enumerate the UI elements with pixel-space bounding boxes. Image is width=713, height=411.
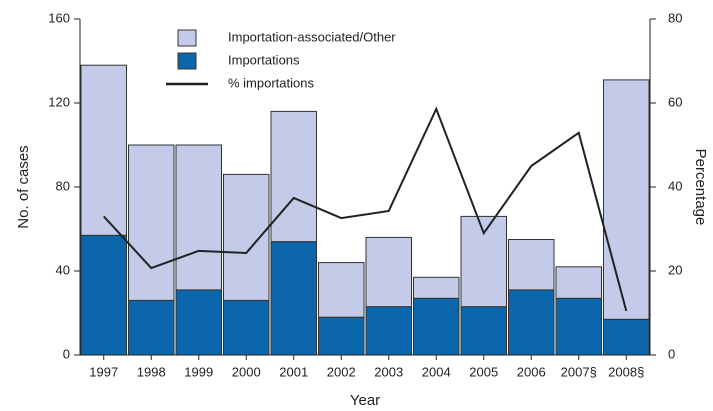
line xyxy=(103,106,628,312)
x-tick-label: 2000 xyxy=(232,364,261,379)
bar xyxy=(318,262,365,318)
bar xyxy=(365,236,412,308)
bar xyxy=(460,306,507,356)
bar xyxy=(603,318,650,356)
bar xyxy=(365,306,412,356)
bar xyxy=(80,234,127,356)
x-tick-label: 2001 xyxy=(279,364,308,379)
x-tick-label: 2007§ xyxy=(561,364,597,379)
legend-swatch xyxy=(177,52,197,70)
y2-tick-label: 60 xyxy=(668,94,682,109)
x-tick-label: 2005 xyxy=(469,364,498,379)
bar xyxy=(413,276,460,299)
bar xyxy=(270,241,317,356)
bar xyxy=(603,79,650,320)
x-tick-label: 1997 xyxy=(89,364,118,379)
y2-tick-label: 80 xyxy=(668,10,682,25)
y2-tick-label: 0 xyxy=(668,346,675,361)
x-tick-label: 2002 xyxy=(327,364,356,379)
y2-tick-label: 20 xyxy=(668,262,682,277)
bar xyxy=(413,297,460,356)
x-tick-label: 2003 xyxy=(374,364,403,379)
y-tick-label: 0 xyxy=(63,346,70,361)
y-tick-label: 160 xyxy=(48,10,70,25)
bar xyxy=(175,144,222,291)
bar xyxy=(460,215,507,308)
x-tick-label: 2004 xyxy=(422,364,451,379)
bar xyxy=(223,173,270,301)
legend-swatch xyxy=(177,29,197,47)
legend-label: Importations xyxy=(228,52,300,67)
bar xyxy=(555,297,602,356)
bar xyxy=(128,299,175,356)
bar xyxy=(508,289,555,356)
x-tick-label: 1998 xyxy=(137,364,166,379)
bar xyxy=(318,316,365,356)
legend-label: Importation-associated/Other xyxy=(228,29,396,44)
bar xyxy=(508,239,555,291)
x-tick-label: 1999 xyxy=(184,364,213,379)
y-axis-label: No. of cases xyxy=(15,145,32,228)
bar xyxy=(80,64,127,236)
bar xyxy=(270,110,317,243)
x-tick-label: 2006 xyxy=(517,364,546,379)
y2-tick-label: 40 xyxy=(668,178,682,193)
legend-label: % importations xyxy=(228,75,314,90)
x-axis-label: Year xyxy=(350,392,380,409)
bar xyxy=(128,144,175,301)
y-tick-label: 80 xyxy=(56,178,70,193)
bar xyxy=(555,266,602,299)
y-tick-label: 120 xyxy=(48,94,70,109)
bar xyxy=(223,299,270,356)
y-tick-label: 40 xyxy=(56,262,70,277)
bar xyxy=(175,289,222,356)
y2-axis-label: Percentage xyxy=(692,149,709,226)
x-tick-label: 2008§ xyxy=(608,364,644,379)
